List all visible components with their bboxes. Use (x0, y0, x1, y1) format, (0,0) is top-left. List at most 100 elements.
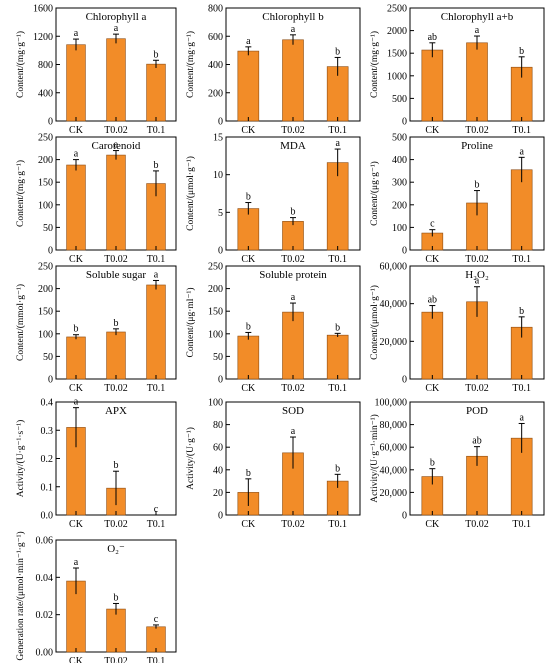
y-axis-label: Activity/(U·g⁻¹·min⁻¹) (369, 414, 380, 503)
significance-letter: ab (428, 32, 437, 43)
y-tick-label: 2500 (387, 4, 407, 15)
y-tick-label: 0 (402, 246, 407, 257)
y-tick-label: 100,000 (375, 398, 408, 409)
chart-title: MDA (280, 140, 306, 152)
x-tick-label: T0.02 (281, 125, 305, 136)
y-tick-label: 100 (392, 223, 407, 234)
significance-letter: ab (472, 436, 481, 447)
significance-letter: a (154, 269, 159, 280)
y-tick-label: 200 (208, 284, 223, 295)
y-tick-label: 20,000 (380, 488, 408, 499)
significance-letter: a (74, 397, 79, 408)
x-tick-label: CK (69, 519, 84, 530)
significance-letter: b (335, 46, 340, 57)
x-tick-label: T0.02 (465, 383, 489, 394)
y-tick-label: 400 (392, 155, 407, 166)
chart-title: APX (105, 405, 127, 417)
x-tick-label: T0.02 (465, 519, 489, 530)
x-tick-label: T0.02 (465, 254, 489, 265)
x-tick-label: T0.02 (104, 519, 128, 530)
x-tick-label: T0.1 (147, 125, 166, 136)
x-tick-label: CK (241, 519, 256, 530)
significance-letter: a (246, 36, 251, 47)
x-tick-label: T0.1 (512, 254, 531, 265)
y-tick-label: 0 (218, 117, 223, 128)
significance-letter: b (114, 318, 119, 329)
y-tick-label: 2000 (387, 26, 407, 37)
x-tick-label: T0.02 (465, 125, 489, 136)
significance-letter: a (114, 140, 119, 151)
y-tick-label: 10 (213, 170, 223, 181)
significance-letter: b (154, 160, 159, 171)
y-tick-label: 800 (208, 4, 223, 15)
y-tick-label: 50 (213, 352, 223, 363)
y-axis-label: Content/(mmol·g⁻¹) (15, 284, 26, 361)
y-tick-label: 0.0 (41, 511, 54, 522)
x-tick-label: T0.1 (328, 383, 347, 394)
y-tick-label: 1600 (33, 4, 53, 15)
x-tick-label: T0.1 (512, 519, 531, 530)
y-tick-label: 200 (208, 88, 223, 99)
chart-title: Chlorophyll a+b (441, 11, 514, 23)
y-axis-label: Activity/(U·g⁻¹) (185, 427, 196, 490)
x-tick-label: CK (425, 125, 440, 136)
y-tick-label: 80 (213, 420, 223, 431)
x-tick-label: T0.02 (104, 383, 128, 394)
significance-letter: a (475, 276, 480, 287)
y-axis-label: Generation rate/(μmol·min⁻¹·g⁻¹) (15, 531, 26, 660)
y-axis-label: Content/(μg·g⁻¹) (369, 161, 380, 226)
y-tick-label: 250 (38, 262, 53, 273)
y-tick-label: 60,000 (380, 443, 408, 454)
significance-letter: b (246, 468, 251, 479)
y-tick-label: 80,000 (380, 420, 408, 431)
y-axis-label: Content/(μg·ml⁻¹) (185, 288, 196, 358)
x-tick-label: T0.1 (328, 254, 347, 265)
bar-T0.02 (106, 608, 126, 653)
x-tick-label: CK (69, 383, 84, 394)
y-tick-label: 150 (208, 307, 223, 318)
significance-letter: b (335, 463, 340, 474)
significance-letter: b (519, 306, 524, 317)
significance-letter: c (430, 219, 435, 230)
y-tick-label: 0 (402, 375, 407, 386)
significance-letter: b (74, 324, 79, 335)
significance-letter: a (475, 25, 480, 36)
x-tick-label: CK (241, 125, 256, 136)
y-tick-label: 0.04 (36, 573, 54, 584)
y-axis-label: Content/(mg·g⁻¹) (369, 31, 380, 98)
x-tick-label: CK (241, 254, 256, 265)
significance-letter: a (291, 24, 296, 35)
y-tick-label: 60,000 (380, 262, 408, 273)
significance-letter: a (291, 292, 296, 303)
y-tick-label: 0 (402, 117, 407, 128)
x-tick-label: CK (425, 254, 440, 265)
y-tick-label: 0 (48, 375, 53, 386)
y-axis-label: Activity/(U·g⁻¹·s⁻¹) (15, 420, 26, 497)
y-tick-label: 20,000 (380, 337, 408, 348)
y-tick-label: 0.2 (41, 454, 54, 465)
y-tick-label: 500 (392, 94, 407, 105)
significance-letter: b (519, 46, 524, 57)
y-tick-label: 200 (38, 155, 53, 166)
y-tick-label: 5 (218, 208, 223, 219)
significance-letter: a (519, 412, 524, 423)
y-tick-label: 400 (38, 88, 53, 99)
y-tick-label: 100 (208, 329, 223, 340)
x-tick-label: CK (69, 656, 84, 663)
y-axis-label: Content/(mg·g⁻¹) (185, 31, 196, 98)
y-tick-label: 100 (208, 398, 223, 409)
significance-letter: a (291, 426, 296, 437)
significance-letter: a (74, 557, 79, 568)
y-tick-label: 400 (208, 60, 223, 71)
y-tick-label: 800 (38, 60, 53, 71)
chart-title: Soluble sugar (86, 269, 147, 281)
x-tick-label: T0.1 (147, 254, 166, 265)
